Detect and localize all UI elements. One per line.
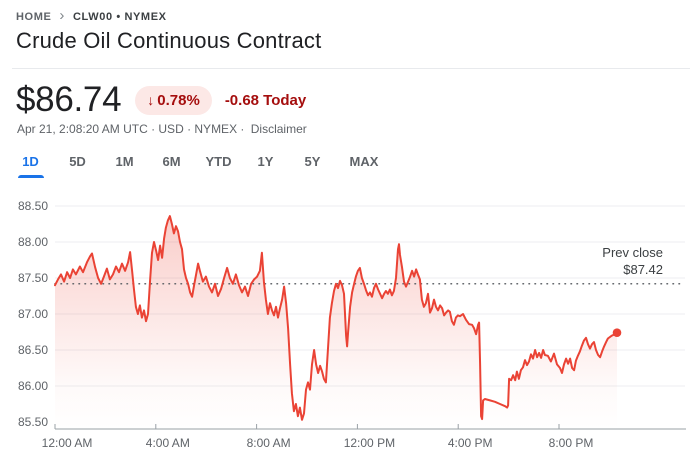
- tab-1d[interactable]: 1D: [7, 148, 54, 178]
- quote-meta-text: Apr 21, 2:08:20 AM UTC · USD · NYMEX ·: [17, 122, 245, 136]
- tab-5d[interactable]: 5D: [69, 154, 86, 169]
- price-line: [54, 215, 618, 421]
- tab-6m[interactable]: 6M: [162, 154, 181, 169]
- page-title: Crude Oil Continuous Contract: [16, 28, 322, 53]
- header-divider: [12, 68, 690, 69]
- y-axis-label: 86.50: [18, 343, 48, 357]
- price-row: $86.74 ↓ 0.78% -0.68 Today: [16, 80, 306, 120]
- y-axis-label: 86.00: [18, 379, 48, 393]
- y-axis-label: 87.50: [18, 271, 48, 285]
- change-percent-badge: ↓ 0.78%: [135, 85, 212, 115]
- down-arrow-icon: ↓: [147, 92, 155, 108]
- breadcrumb-home-link[interactable]: HOME: [16, 10, 52, 23]
- breadcrumb: HOME › CLW00 • NYMEX: [16, 7, 167, 24]
- x-axis-label: 8:00 AM: [247, 436, 291, 450]
- current-price-dot: [612, 328, 622, 338]
- x-axis-label: 4:00 PM: [448, 436, 493, 450]
- x-axis-label: 12:00 PM: [344, 436, 395, 450]
- current-price: $86.74: [16, 80, 122, 119]
- tab-1m[interactable]: 1M: [115, 154, 134, 169]
- breadcrumb-symbol: CLW00 • NYMEX: [73, 10, 167, 23]
- change-today: -0.68 Today: [224, 91, 307, 109]
- tab-5y[interactable]: 5Y: [304, 154, 321, 169]
- quote-meta: Apr 21, 2:08:20 AM UTC · USD · NYMEX · D…: [17, 122, 307, 136]
- x-axis-label: 4:00 AM: [146, 436, 190, 450]
- change-percent-value: 0.78%: [157, 91, 200, 109]
- prev-close-label: Prev close: [602, 245, 663, 260]
- x-axis-label: 8:00 PM: [549, 436, 594, 450]
- y-axis-label: 88.50: [18, 199, 48, 213]
- chevron-right-icon: ›: [59, 7, 66, 24]
- disclaimer-link[interactable]: Disclaimer: [250, 122, 307, 136]
- x-axis-label: 12:00 AM: [42, 436, 93, 450]
- prev-close-value: $87.42: [623, 262, 663, 277]
- price-chart[interactable]: 88.50 88.00 87.50 87.00 86.50 86.00 85.50 12:0…: [0, 195, 690, 462]
- tab-ytd[interactable]: YTD: [205, 154, 232, 169]
- price-area-fill: [55, 216, 617, 429]
- time-range-tabs: 1D 5D 1M 6M YTD 1Y 5Y MAX: [7, 148, 392, 178]
- y-axis-label: 88.00: [18, 235, 48, 249]
- tab-max[interactable]: MAX: [349, 154, 379, 169]
- y-axis-label: 85.50: [18, 415, 48, 429]
- y-axis-label: 87.00: [18, 307, 48, 321]
- tab-1y[interactable]: 1Y: [257, 154, 274, 169]
